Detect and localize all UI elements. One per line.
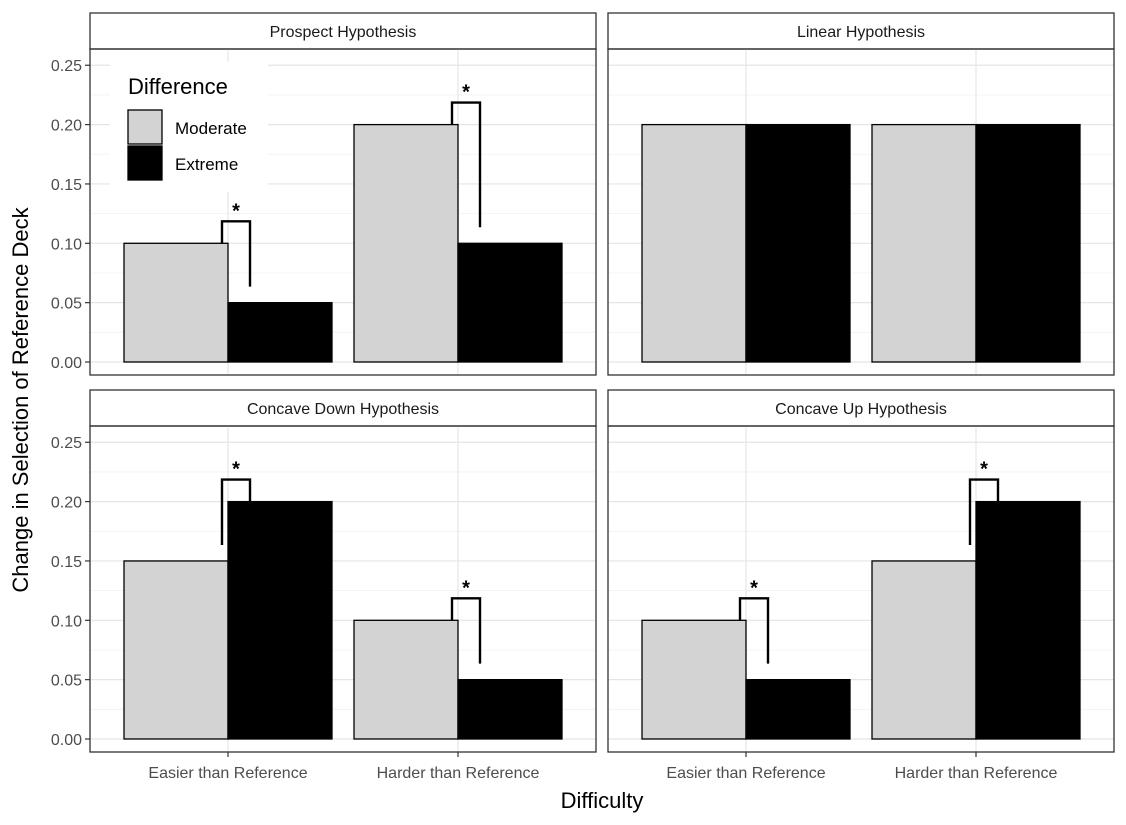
significance-star: * [232, 459, 240, 481]
significance-star: * [462, 82, 470, 104]
facet-panel: Concave Up Hypothesis * * Easier than Refer… [607, 389, 1115, 782]
bar-moderate [641, 123, 747, 363]
y-tick-label: 0.05 [51, 296, 82, 313]
facet-strip [607, 12, 1115, 50]
significance-bracket [450, 101, 482, 228]
bar-moderate [641, 619, 747, 740]
legend-swatch [127, 109, 163, 145]
y-tick-label: 0.05 [51, 673, 82, 690]
x-tick-label: Easier than Reference [666, 765, 825, 782]
y-tick-label: 0.15 [51, 177, 82, 194]
bar-extreme [745, 123, 851, 363]
facet-strip-title: Prospect Hypothesis [270, 24, 417, 41]
x-tick-label: Harder than Reference [377, 765, 540, 782]
facet-panel: Prospect Hypothesis * * 0.00 0.05 0.10 0.15 0.2… [51, 12, 597, 376]
bar-moderate [123, 242, 229, 363]
y-tick-label: 0.00 [51, 732, 82, 749]
significance-bracket [738, 597, 770, 664]
bar-extreme [227, 301, 333, 363]
facet-strip [89, 12, 597, 50]
facet-strip-title: Linear Hypothesis [797, 24, 925, 41]
significance-bracket [450, 597, 482, 664]
x-tick-label: Easier than Reference [148, 765, 307, 782]
legend-label: Moderate [175, 119, 247, 138]
significance-star: * [232, 200, 240, 222]
significance-bracket [220, 478, 252, 545]
y-tick-label: 0.20 [51, 495, 82, 512]
legend-swatch [127, 145, 163, 181]
facet-panel: Linear Hypothesis [607, 12, 1115, 376]
y-tick-label: 0.25 [51, 58, 82, 75]
legend-label: Extreme [175, 155, 238, 174]
bar-moderate [353, 619, 459, 740]
panel-border [607, 48, 1115, 376]
bar-moderate [123, 560, 229, 740]
x-tick-label: Harder than Reference [895, 765, 1058, 782]
bar-extreme [457, 678, 563, 740]
bar-extreme [975, 123, 1081, 363]
significance-star: * [462, 577, 470, 599]
y-tick-label: 0.15 [51, 554, 82, 571]
facet-strip [89, 389, 597, 427]
facet-strip-title: Concave Up Hypothesis [775, 401, 947, 418]
panels-layer: Prospect Hypothesis * * 0.00 0.05 0.10 0.15 0.2… [51, 12, 1115, 782]
y-tick-label: 0.25 [51, 435, 82, 452]
y-tick-label: 0.10 [51, 613, 82, 630]
panel-border [89, 48, 597, 376]
bar-extreme [457, 242, 563, 363]
panel-border [607, 425, 1115, 753]
significance-star: * [750, 577, 758, 599]
significance-star: * [980, 459, 988, 481]
facet-strip-title: Concave Down Hypothesis [247, 401, 439, 418]
significance-bracket [968, 478, 1000, 545]
bar-extreme [227, 500, 333, 740]
panel-border [89, 425, 597, 753]
x-axis-title: Difficulty [561, 788, 644, 813]
bar-extreme [975, 500, 1081, 740]
y-tick-label: 0.00 [51, 355, 82, 372]
y-tick-label: 0.20 [51, 118, 82, 135]
significance-bracket [220, 220, 252, 287]
legend-title: Difference [128, 74, 228, 99]
facet-panel: Concave Down Hypothesis * * 0.00 0.05 0.10 0.1… [51, 389, 597, 782]
bar-moderate [353, 123, 459, 363]
legend: Difference Moderate Extreme [110, 62, 268, 192]
bar-moderate [871, 123, 977, 363]
y-tick-label: 0.10 [51, 236, 82, 253]
bar-moderate [871, 560, 977, 740]
y-axis-title: Change in Selection of Reference Deck [8, 206, 33, 592]
bar-extreme [745, 678, 851, 740]
